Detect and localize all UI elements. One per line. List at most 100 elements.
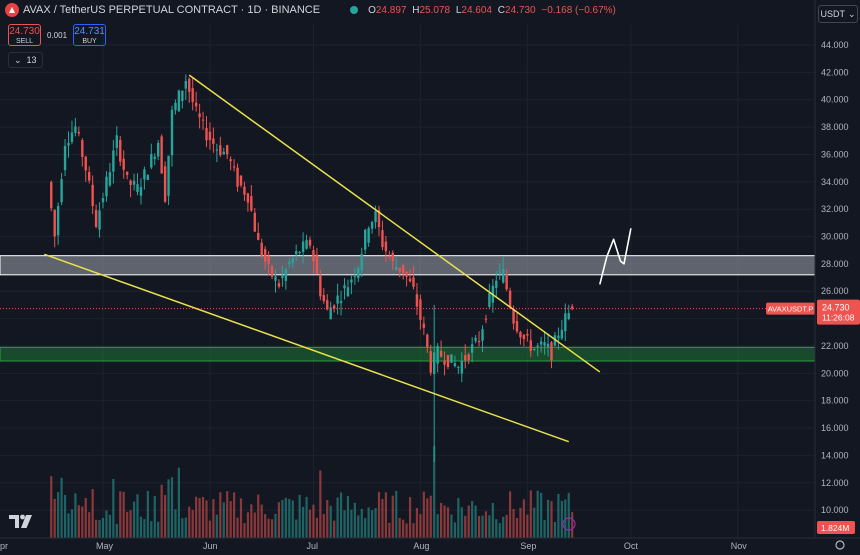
candle-body [450, 354, 453, 363]
candle-body [246, 193, 250, 203]
symbol-title[interactable]: AVAX / TetherUS PERPETUAL CONTRACT · 1D … [23, 4, 321, 16]
time-tick-label: Oct [624, 541, 639, 551]
candle-body [270, 266, 274, 277]
price-tick-label: 22.000 [821, 341, 849, 351]
volume-bar [60, 477, 63, 538]
volume-bar [208, 520, 212, 538]
volume-bar [150, 521, 153, 538]
volume-bar [471, 501, 474, 538]
candle-body [163, 166, 167, 202]
candle-body [439, 350, 443, 357]
volume-bar [167, 479, 170, 538]
volume-bar [233, 492, 236, 538]
candle-body [339, 300, 343, 304]
sell-button[interactable]: 24.730 SELL [8, 24, 41, 46]
volume-bar [364, 518, 367, 538]
volume-bar [257, 494, 260, 538]
candle-body [433, 352, 436, 374]
last-price-label: 24.730 [822, 303, 850, 313]
candle-body [381, 230, 384, 248]
candle-body [357, 267, 360, 279]
time-tick-label: Aug [413, 541, 429, 551]
volume-bar [391, 495, 394, 538]
candle-body [571, 306, 574, 309]
volume-bar [77, 505, 80, 538]
volume-bar [260, 504, 263, 538]
candle-body [198, 113, 201, 118]
volume-bar [484, 511, 488, 538]
candle-body [498, 271, 501, 273]
candle-body [505, 273, 508, 290]
gear-icon [835, 540, 845, 550]
volume-bar [305, 496, 308, 538]
candle-body [208, 131, 212, 141]
candle-body [305, 240, 308, 249]
volume-bar [115, 523, 118, 538]
candle-body [91, 184, 94, 207]
volume-bar [226, 491, 229, 538]
volume-bar [436, 514, 439, 538]
buy-button[interactable]: 24.731 BUY [73, 24, 107, 46]
volume-bar [312, 504, 315, 538]
candle-body [370, 222, 374, 229]
spread-value: 0.001 [47, 30, 68, 40]
candle-body [408, 278, 412, 282]
volume-bar [322, 514, 325, 538]
indicators-toggle[interactable]: ⌄ 13 [8, 52, 43, 68]
candle-body [495, 280, 498, 289]
candle-body [212, 138, 215, 144]
trade-panel: 24.730 SELL 0.001 24.731 BUY [8, 24, 107, 46]
candle-body [374, 211, 377, 223]
candle-body [205, 127, 208, 141]
candle-body [70, 132, 74, 142]
candle-body [122, 158, 125, 170]
countdown-label: 11:26:08 [822, 313, 855, 323]
price-tick-label: 16.000 [821, 423, 849, 433]
candle-body [194, 102, 198, 107]
currency-select[interactable]: USDT ⌄ [818, 5, 858, 23]
volume-tag [817, 521, 855, 534]
candle-body [119, 139, 122, 162]
candle-body [153, 156, 156, 160]
volume-bar [298, 494, 301, 538]
chevron-down-icon: ⌄ [14, 54, 22, 65]
volume-bar [95, 519, 98, 538]
volume-bar [267, 518, 270, 538]
volume-bar [70, 509, 74, 538]
volume-bar [402, 519, 405, 538]
candle-body [353, 276, 357, 278]
candle-body [291, 258, 294, 264]
price-tick-label: 30.000 [821, 232, 849, 242]
candle-body [426, 334, 429, 348]
volume-bar [101, 517, 105, 538]
volume-tag-label: 1.824M [821, 523, 849, 533]
candle-body [429, 351, 432, 373]
volume-bar [57, 492, 60, 538]
volume-bar [119, 491, 122, 538]
volume-bar [81, 506, 84, 538]
candle-body [281, 275, 284, 279]
candle-body [239, 175, 243, 186]
price-tick-label: 34.000 [821, 177, 849, 187]
volume-bar [429, 495, 432, 538]
volume-bar [529, 490, 532, 538]
candle-body [364, 229, 367, 250]
avax-logo-icon [5, 3, 19, 17]
volume-bar [408, 497, 412, 538]
candle-body [467, 354, 470, 361]
time-tick-label: Sep [520, 541, 536, 551]
volume-bar [443, 505, 446, 538]
candle-body [539, 341, 543, 345]
candle-body [56, 205, 60, 236]
volume-bar [398, 517, 401, 538]
volume-bar [188, 506, 191, 538]
candle-body [81, 140, 84, 157]
volume-bar [350, 509, 353, 538]
candle-body [388, 256, 391, 258]
volume-bar [326, 500, 329, 538]
volume-bar [377, 491, 381, 538]
volume-bar [505, 514, 508, 538]
candle-body [377, 210, 381, 228]
price-tick-label: 20.000 [821, 368, 849, 378]
